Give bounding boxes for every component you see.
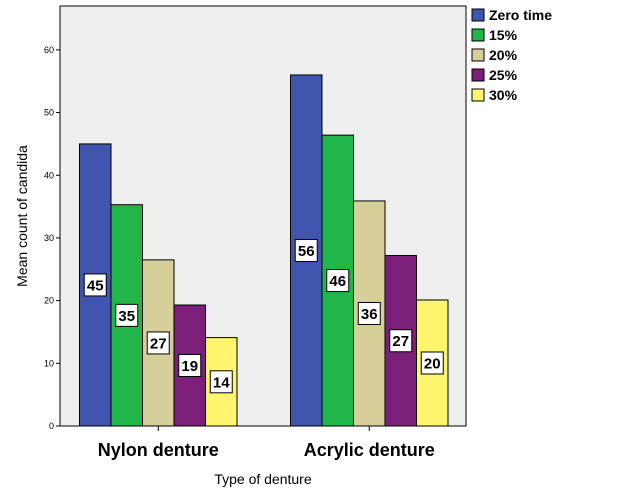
data-label-box bbox=[146, 331, 170, 355]
data-label: 46 bbox=[329, 273, 346, 290]
data-label-box bbox=[357, 301, 381, 325]
data-label: 36 bbox=[361, 306, 378, 323]
y-tick-label: 30 bbox=[44, 233, 54, 243]
legend-label: 15% bbox=[489, 27, 518, 43]
data-label: 45 bbox=[87, 277, 104, 294]
x-axis-title: Type of denture bbox=[214, 471, 312, 487]
data-label: 19 bbox=[181, 358, 198, 375]
data-label: 56 bbox=[298, 243, 315, 260]
x-category-label: Nylon denture bbox=[98, 440, 219, 460]
data-label-box bbox=[83, 273, 107, 297]
data-label: 27 bbox=[392, 333, 409, 350]
legend-swatch bbox=[471, 48, 485, 62]
bars-group: 45 35 27 19 14 56 46 36 27 20 bbox=[79, 74, 449, 427]
data-label-box bbox=[420, 351, 444, 375]
data-label-box bbox=[178, 354, 202, 378]
x-axis: Nylon denture Acrylic denture bbox=[98, 426, 435, 460]
y-tick-label: 10 bbox=[44, 358, 54, 368]
data-label: 14 bbox=[213, 374, 230, 391]
y-tick-label: 40 bbox=[44, 170, 54, 180]
y-axis-title: Mean count of candida bbox=[14, 145, 30, 287]
data-label-box bbox=[115, 303, 139, 327]
legend-swatch bbox=[471, 68, 485, 82]
y-tick-label: 60 bbox=[44, 45, 54, 55]
y-tick-label: 20 bbox=[44, 296, 54, 306]
data-label-box bbox=[389, 329, 413, 353]
x-category-label: Acrylic denture bbox=[304, 440, 435, 460]
data-label: 20 bbox=[424, 356, 441, 373]
data-label-box bbox=[326, 269, 350, 293]
legend: Zero time 15% 20% 25% 30% bbox=[471, 7, 552, 103]
data-label-box bbox=[209, 370, 233, 394]
y-tick-label: 0 bbox=[49, 421, 54, 431]
legend-swatch bbox=[471, 8, 485, 22]
y-axis: 0 10 20 30 40 50 60 bbox=[44, 45, 60, 431]
legend-swatch bbox=[471, 28, 485, 42]
data-label: 35 bbox=[118, 308, 135, 325]
data-label: 27 bbox=[150, 335, 167, 352]
y-tick-label: 50 bbox=[44, 108, 54, 118]
data-label-box bbox=[294, 238, 318, 262]
legend-label: Zero time bbox=[489, 7, 552, 23]
legend-label: 20% bbox=[489, 47, 518, 63]
legend-label: 25% bbox=[489, 67, 518, 83]
legend-label: 30% bbox=[489, 87, 518, 103]
legend-swatch bbox=[471, 88, 485, 102]
